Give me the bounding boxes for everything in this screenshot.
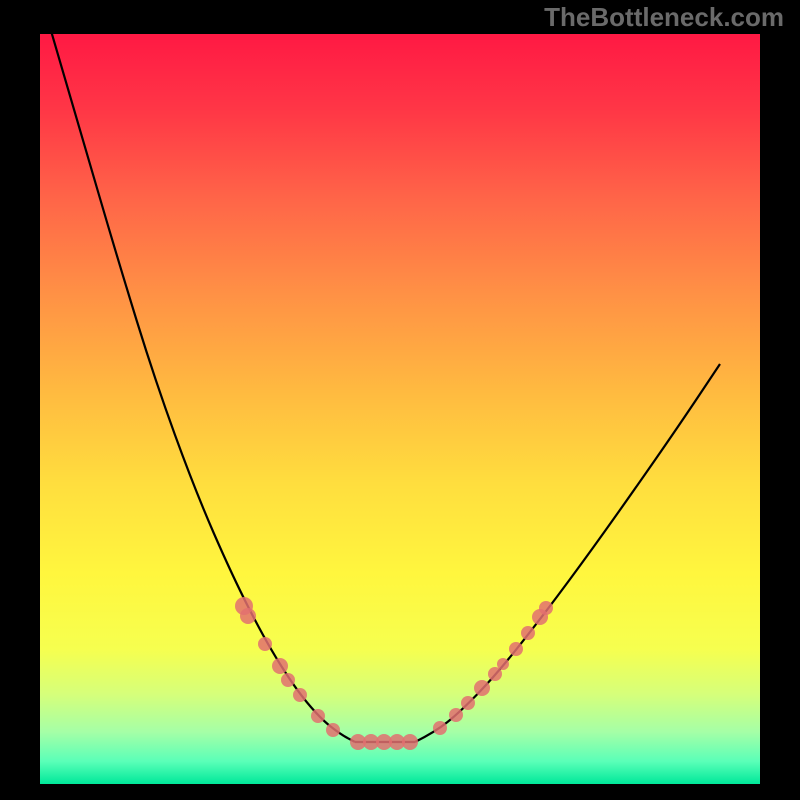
marker-dot	[449, 708, 463, 722]
marker-dot	[433, 721, 447, 735]
marker-dot	[326, 723, 340, 737]
marker-dot	[311, 709, 325, 723]
marker-dot	[539, 601, 553, 615]
marker-dot	[521, 626, 535, 640]
marker-dot	[240, 608, 256, 624]
markers-trough	[350, 734, 418, 750]
gradient-background	[40, 34, 760, 784]
marker-dot	[402, 734, 418, 750]
marker-dot	[293, 688, 307, 702]
marker-dot	[461, 696, 475, 710]
watermark-text: TheBottleneck.com	[544, 2, 784, 33]
chart-area	[0, 0, 800, 800]
marker-dot	[272, 658, 288, 674]
marker-dot	[258, 637, 272, 651]
marker-dot	[509, 642, 523, 656]
marker-dot	[281, 673, 295, 687]
marker-dot	[474, 680, 490, 696]
chart-svg	[0, 0, 800, 800]
marker-dot	[497, 658, 509, 670]
